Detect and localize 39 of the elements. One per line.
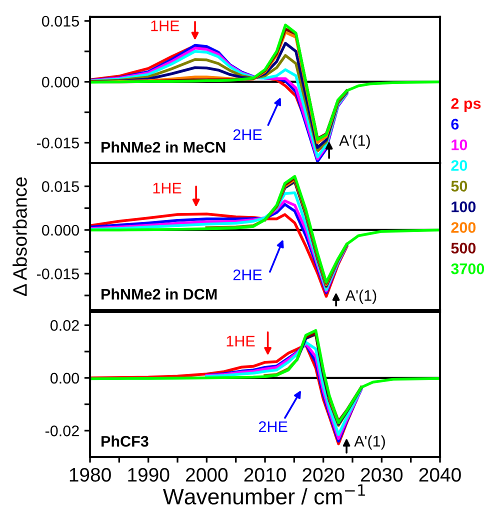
y-axis-title: Δ Absorbance [12, 177, 27, 296]
text: 10 [452, 139, 468, 150]
y-tick-label: 0.000 [42, 76, 80, 88]
annotation: 2HE [258, 421, 288, 432]
annotation: A'(1) [345, 290, 376, 304]
annotation: 2HE [233, 269, 262, 280]
y-tick-label: 0.015 [42, 16, 79, 27]
y-tick-label: -0.02 [45, 426, 79, 436]
y-tick-label: -0.015 [36, 138, 79, 148]
y-tick-label: 0.02 [50, 320, 79, 331]
annotation: 1HE [151, 20, 180, 32]
x-tick-label: 2020 [302, 468, 344, 482]
x-tick-label: 1990 [128, 468, 170, 482]
y-tick-label: 0.015 [42, 181, 79, 192]
y-tick-label: 0.00 [50, 372, 80, 384]
y-tick-label: -0.015 [36, 268, 79, 280]
annotation: A'(1) [339, 134, 370, 149]
y-tick-label: 0.000 [42, 224, 80, 236]
text: 50 [451, 180, 468, 192]
x-tick-label: 2010 [244, 468, 286, 482]
x-tick-label: 2030 [361, 468, 403, 482]
text: PhCF3 [102, 436, 148, 447]
text: PhNMe2 in MeCN [102, 141, 226, 153]
text: 3700 [451, 263, 484, 274]
x-tick-label: 2000 [186, 468, 228, 482]
text: 500 [451, 242, 476, 254]
annotation: 1HE [153, 182, 182, 194]
x-tick-label: 2040 [419, 468, 461, 482]
annotation: 2HE [233, 129, 262, 140]
text: PhNMe2 in DCM [102, 288, 217, 300]
text: 200 [451, 222, 476, 233]
text: 20 [451, 160, 468, 171]
text: 6 [451, 118, 459, 130]
x-axis-title: Wavenumber / cm$^{−1}$ [163, 484, 365, 504]
text: 2 ps [451, 98, 481, 112]
text: 100 [452, 201, 476, 212]
annotation: A'(1) [354, 435, 385, 450]
x-tick-label: 1980 [70, 468, 111, 482]
annotation: 1HE [226, 336, 255, 346]
